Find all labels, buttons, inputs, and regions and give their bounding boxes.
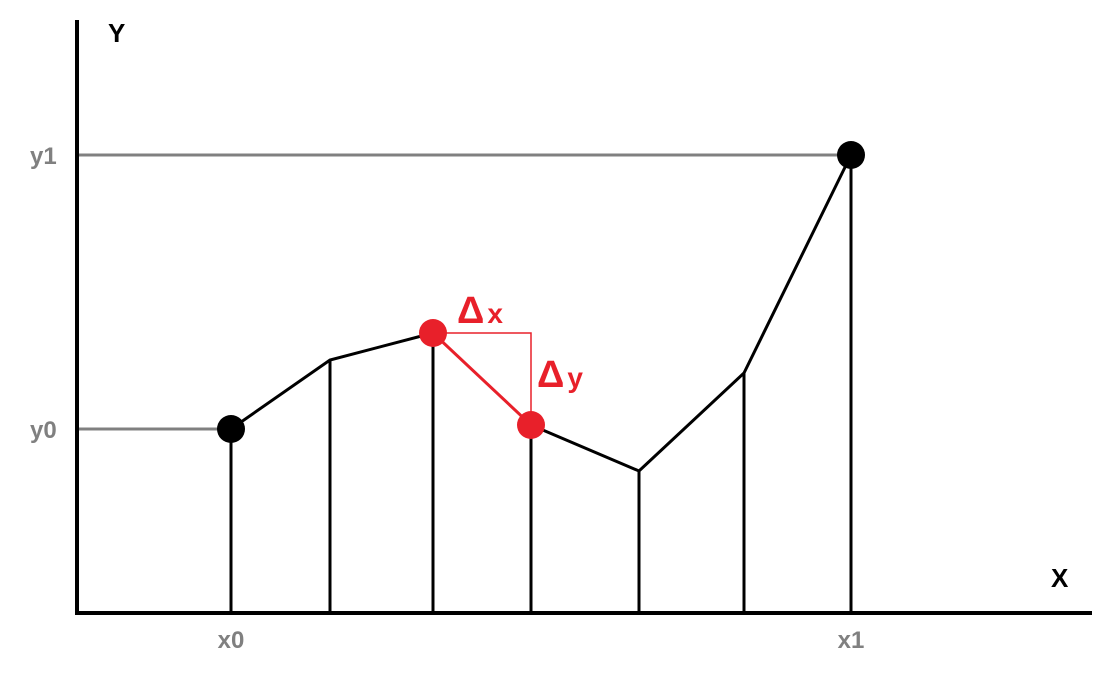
delta-guide xyxy=(433,332,532,425)
x0-label: x0 xyxy=(218,627,245,654)
x1-label: x1 xyxy=(838,627,865,654)
delta-x-symbol: Δ xyxy=(457,290,484,332)
delta-y-var: y xyxy=(567,362,583,393)
point-x0-y0 xyxy=(217,415,245,443)
highlight-point-start xyxy=(419,319,447,347)
y0-label: y0 xyxy=(30,417,57,444)
y-axis-title: Y xyxy=(108,18,125,48)
sample-lines xyxy=(229,155,853,612)
point-x1-y1 xyxy=(837,141,865,169)
curve-right xyxy=(530,154,853,473)
highlight-point-end xyxy=(517,411,545,439)
y1-label: y1 xyxy=(30,143,57,170)
curve-left xyxy=(230,331,434,431)
delta-y-symbol: Δ xyxy=(537,354,564,396)
x-axis-title: X xyxy=(1051,563,1069,593)
delta-x-var: x xyxy=(487,298,503,329)
highlight-segment xyxy=(431,331,533,427)
